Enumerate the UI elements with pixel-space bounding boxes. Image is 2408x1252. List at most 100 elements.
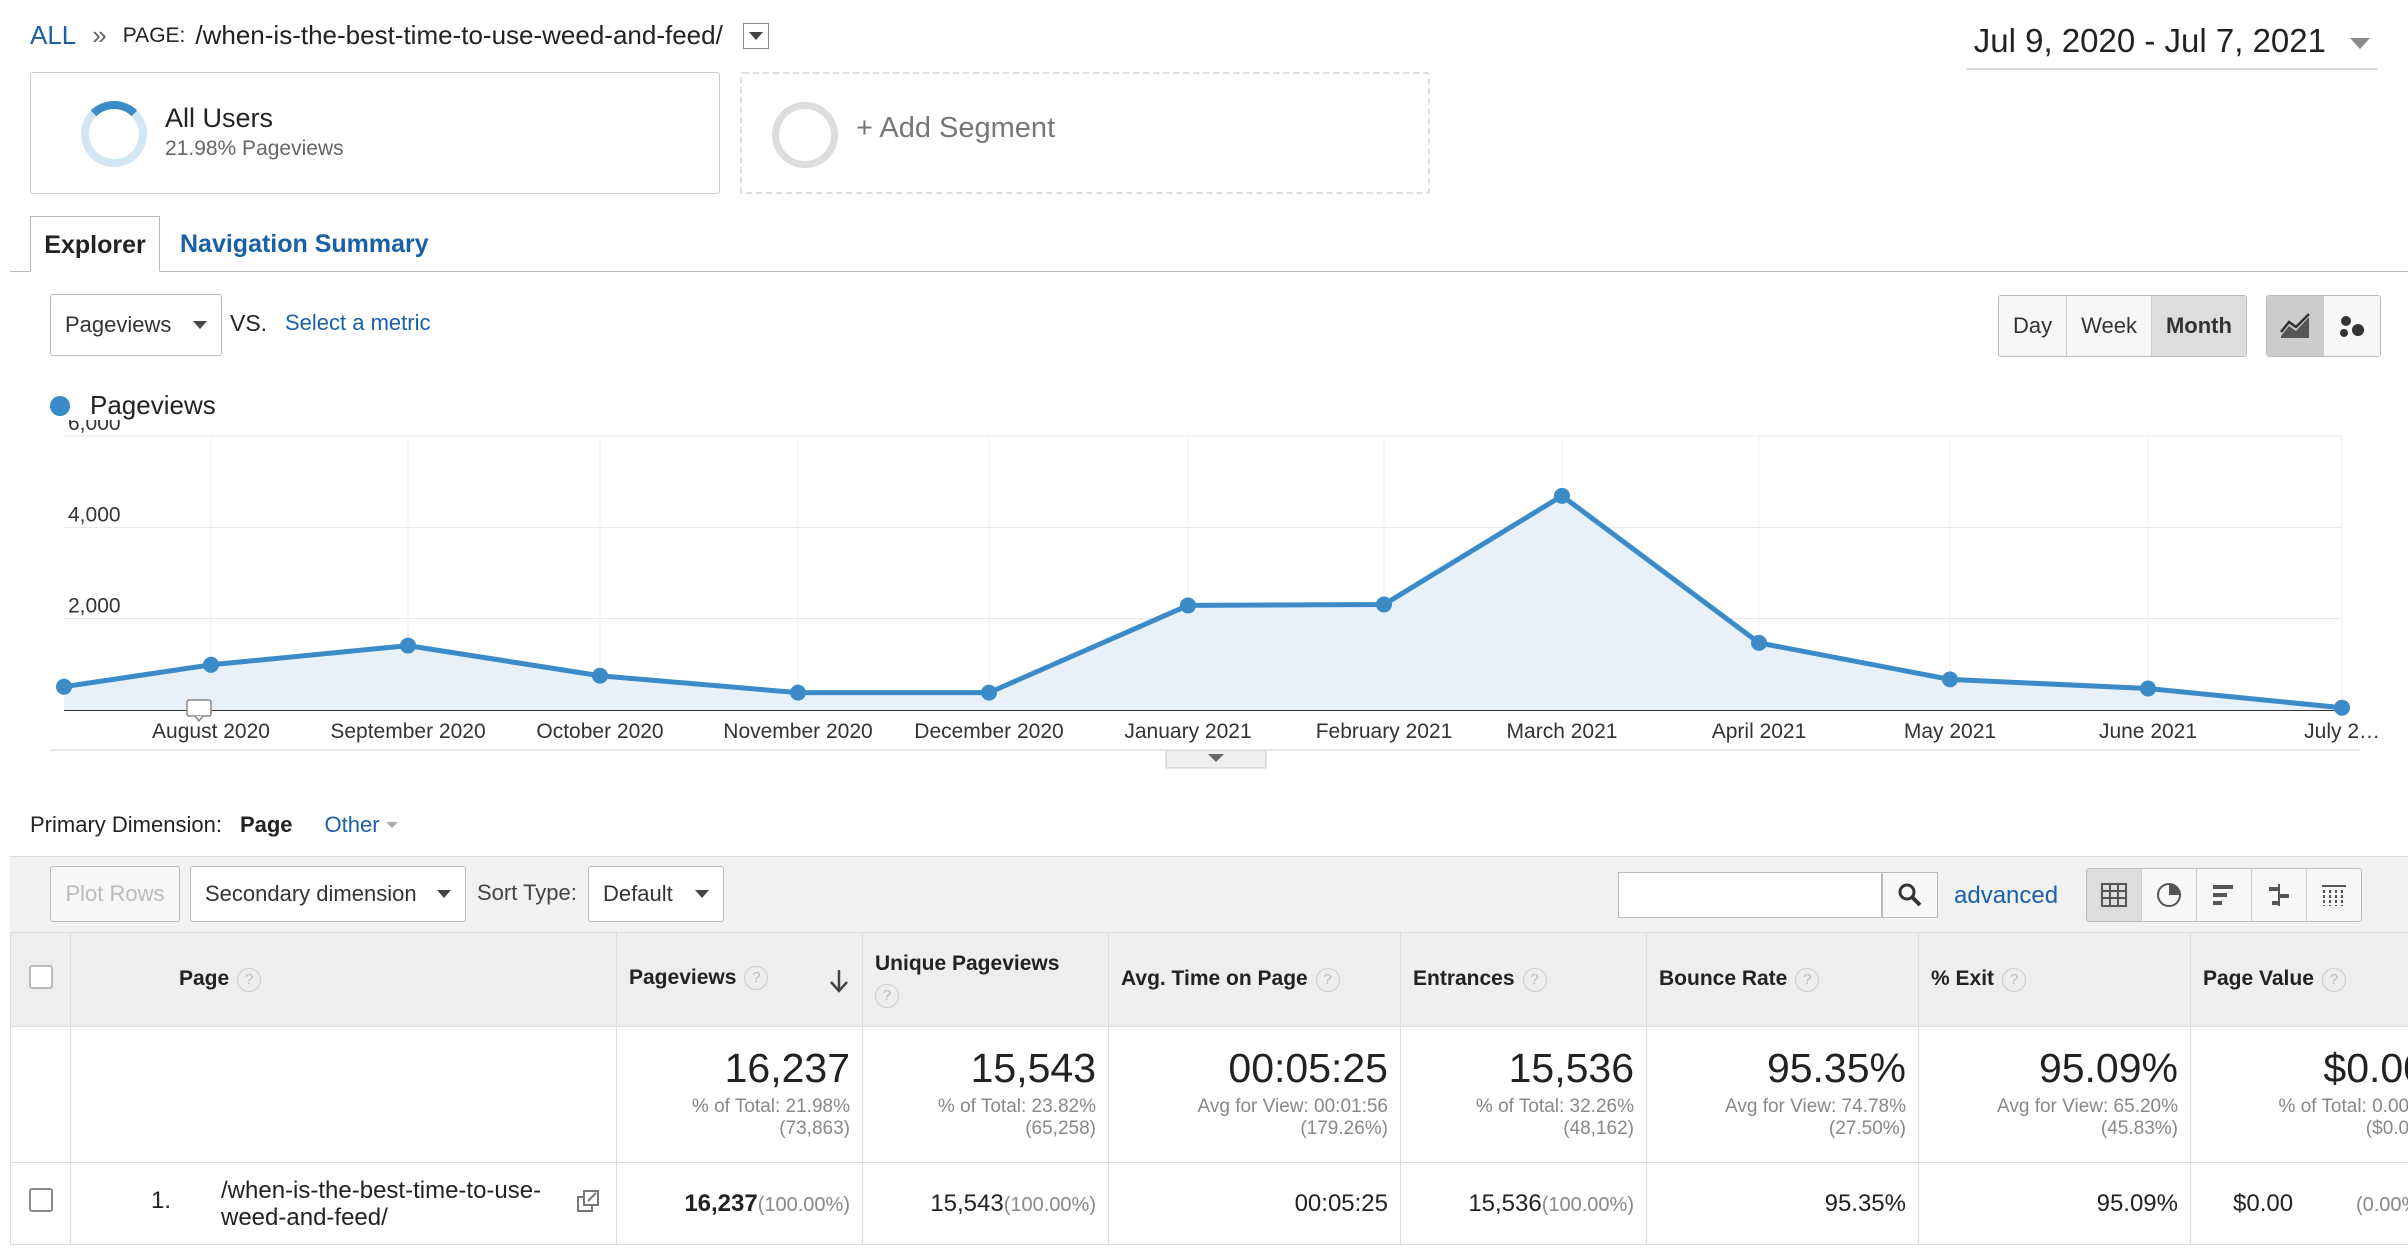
header-pageviews[interactable]: Pageviews?	[616, 932, 863, 1027]
help-icon[interactable]: ?	[1315, 967, 1340, 992]
total-subtext: Avg for View: 00:01:56	[1197, 1096, 1388, 1117]
total-subtext: % of Total: 0.00%	[2278, 1096, 2408, 1117]
chart-collapse-handle[interactable]	[1165, 749, 1267, 769]
date-range-picker[interactable]: Jul 9, 2020 - Jul 7, 2021	[1965, 22, 2378, 70]
data-point[interactable]	[1751, 634, 1767, 651]
total-cell: 00:05:25 Avg for View: 00:01:56 (179.26%)	[1108, 1026, 1401, 1163]
total-cell: 95.09% Avg for View: 65.20% (45.83%)	[1918, 1026, 2191, 1163]
open-external-icon[interactable]	[576, 1189, 600, 1213]
data-point[interactable]	[592, 667, 608, 684]
data-point[interactable]	[790, 684, 806, 701]
add-segment-label: + Add Segment	[856, 112, 1056, 144]
x-tick-label: October 2020	[536, 720, 663, 743]
metric-select-label: Pageviews	[65, 312, 172, 337]
percentage-view-button[interactable]	[2142, 869, 2197, 921]
line-chart-button[interactable]	[2267, 296, 2324, 356]
comparison-icon	[2269, 884, 2289, 906]
total-subtext: Avg for View: 65.20%	[1997, 1096, 2178, 1117]
help-icon[interactable]: ?	[1522, 967, 1547, 992]
data-point[interactable]	[400, 637, 416, 654]
row-unique: 15,543	[930, 1189, 1004, 1217]
granularity-toggle: Day Week Month	[1998, 295, 2247, 357]
help-icon[interactable]: ?	[237, 967, 262, 992]
data-point[interactable]	[1376, 596, 1392, 613]
segment-all-users[interactable]: All Users 21.98% Pageviews	[30, 72, 720, 194]
x-tick-label: April 2021	[1712, 720, 1807, 743]
add-segment-button[interactable]: + Add Segment	[740, 72, 1430, 194]
row-checkbox[interactable]	[28, 1188, 53, 1212]
sort-type-label: Sort Type:	[477, 880, 577, 905]
data-point[interactable]	[1942, 671, 1958, 688]
total-subtext: (45.83%)	[2100, 1118, 2178, 1139]
annotation-icon[interactable]	[186, 699, 212, 723]
performance-view-button[interactable]	[2197, 869, 2252, 921]
granularity-day-button[interactable]: Day	[1999, 296, 2068, 356]
data-point[interactable]	[2140, 680, 2156, 697]
y-tick-label: 4,000	[68, 503, 121, 526]
search-button[interactable]	[1882, 872, 1938, 918]
select-all-checkbox[interactable]	[28, 964, 53, 989]
total-cell: 95.35% Avg for View: 74.78% (27.50%)	[1646, 1026, 1919, 1163]
dimension-page[interactable]: Page	[239, 812, 293, 837]
data-point[interactable]	[1554, 487, 1570, 504]
motion-chart-button[interactable]	[2324, 296, 2380, 356]
help-icon[interactable]: ?	[1795, 967, 1820, 992]
data-point[interactable]	[1180, 597, 1196, 614]
help-icon[interactable]: ?	[2321, 967, 2346, 992]
help-icon[interactable]: ?	[744, 965, 769, 990]
data-point[interactable]	[203, 656, 219, 673]
header-label: Bounce Rate	[1659, 967, 1788, 991]
help-icon[interactable]: ?	[875, 983, 899, 1008]
data-point[interactable]	[981, 684, 997, 701]
tab-explorer[interactable]: Explorer	[30, 216, 160, 272]
metric-select[interactable]: Pageviews	[50, 294, 222, 356]
header-exit[interactable]: % Exit?	[1918, 932, 2191, 1027]
pie-chart-icon	[2157, 883, 2181, 907]
row-page-link[interactable]: /when-is-the-best-time-to-use-weed-and-f…	[221, 1176, 542, 1231]
chevron-down-icon	[193, 321, 207, 329]
row-checkbox-cell[interactable]	[10, 1162, 71, 1245]
total-value: 00:05:25	[1228, 1045, 1388, 1091]
total-subtext: ($0.00)	[2365, 1118, 2408, 1139]
x-tick-label: January 2021	[1124, 720, 1251, 743]
header-avg-time[interactable]: Avg. Time on Page?	[1108, 932, 1401, 1027]
table-search-input[interactable]	[1618, 872, 1882, 918]
secondary-dimension-select[interactable]: Secondary dimension	[190, 866, 466, 922]
total-cell: 15,543 % of Total: 23.82% (65,258)	[862, 1026, 1109, 1163]
row-avg-time-cell: 00:05:25	[1108, 1162, 1401, 1245]
sort-type-value: Default	[603, 881, 673, 906]
header-unique-pageviews[interactable]: Unique Pageviews?	[862, 932, 1109, 1027]
advanced-filter-link[interactable]: advanced	[1954, 882, 2059, 909]
header-page-value[interactable]: Page Value?	[2190, 932, 2408, 1027]
row-value: $0.00	[2233, 1189, 2294, 1217]
header-label: Pageviews	[629, 965, 737, 989]
help-icon[interactable]: ?	[2002, 967, 2027, 992]
sort-arrow-down-icon	[830, 969, 848, 993]
breadcrumb-page-label: PAGE:	[122, 23, 186, 47]
granularity-week-button[interactable]: Week	[2067, 296, 2152, 356]
search-icon	[1898, 883, 1922, 907]
legend-swatch	[50, 395, 70, 416]
pivot-view-button[interactable]	[2307, 869, 2361, 921]
header-select-all[interactable]	[10, 932, 71, 1027]
totals-row: 16,237 % of Total: 21.98% (73,863) 15,543%…	[10, 1026, 2408, 1163]
breadcrumb-dropdown-button[interactable]	[742, 22, 769, 49]
row-pageviews-cell: 16,237(100.00%)	[616, 1162, 863, 1245]
dimension-other[interactable]: Other	[324, 812, 380, 837]
select-metric-link[interactable]: Select a metric	[285, 310, 431, 335]
tab-navigation-summary[interactable]: Navigation Summary	[180, 230, 429, 258]
data-point[interactable]	[56, 678, 72, 695]
data-view-button[interactable]	[2087, 869, 2142, 921]
data-point[interactable]	[2334, 699, 2350, 716]
granularity-month-button[interactable]: Month	[2151, 296, 2246, 356]
header-entrances[interactable]: Entrances?	[1400, 932, 1647, 1027]
bubbles-icon	[2340, 316, 2364, 337]
secondary-dimension-label: Secondary dimension	[205, 881, 417, 906]
sort-type-select[interactable]: Default	[588, 866, 724, 922]
comparison-view-button[interactable]	[2252, 869, 2307, 921]
header-label: Entrances	[1413, 967, 1515, 991]
breadcrumb-all-link[interactable]: ALL	[30, 20, 77, 50]
header-page[interactable]: Page?	[70, 932, 617, 1027]
plot-rows-button[interactable]: Plot Rows	[50, 866, 180, 922]
header-bounce-rate[interactable]: Bounce Rate?	[1646, 932, 1919, 1027]
